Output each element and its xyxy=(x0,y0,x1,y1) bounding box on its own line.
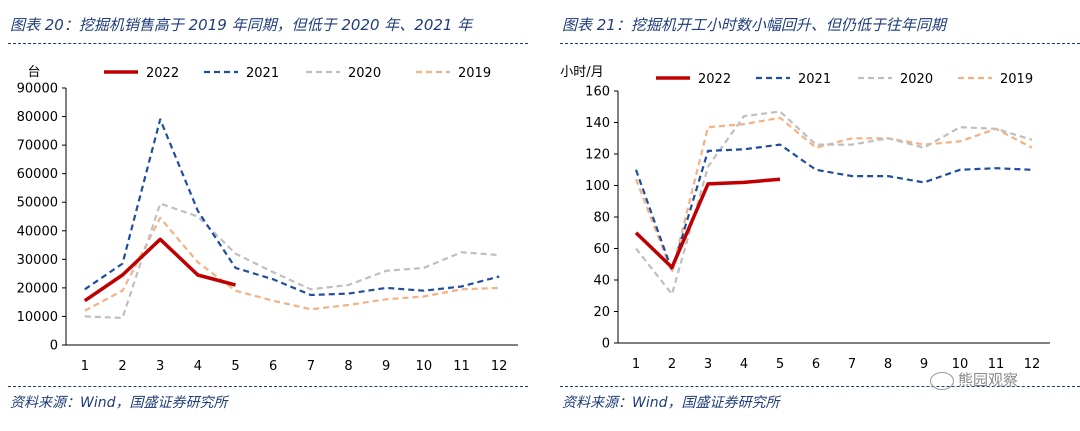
series-line-2020 xyxy=(635,110,1033,296)
chart-title: 图表 20：挖掘机销售高于 2019 年同期，但低于 2020 年、2021 年 xyxy=(10,16,473,34)
wechat-icon xyxy=(930,371,954,390)
divider xyxy=(560,386,1080,387)
y-tick-label: 60000 xyxy=(17,167,58,182)
divider xyxy=(8,386,528,387)
x-tick-label: 9 xyxy=(920,357,928,372)
y-tick-label: 80000 xyxy=(17,110,58,125)
x-tick-label: 11 xyxy=(988,357,1005,372)
x-tick-label: 8 xyxy=(884,357,892,372)
x-tick-label: 12 xyxy=(1024,357,1041,372)
x-tick-label: 10 xyxy=(416,359,433,374)
divider xyxy=(8,43,528,44)
legend-label-2021: 2021 xyxy=(798,72,831,87)
divider xyxy=(560,43,1080,44)
series-line-2022 xyxy=(83,237,236,303)
y-tick-label: 100 xyxy=(585,179,610,194)
chart-panel-hours: 图表 21：挖掘机开工小时数小幅回升、但仍低于往年同期 小时/月 0 20 40 60 8… xyxy=(560,0,1080,431)
x-tick-label: 7 xyxy=(848,357,856,372)
x-tick-label: 10 xyxy=(952,357,969,372)
x-tick-label: 6 xyxy=(269,359,277,374)
y-tick-label: 160 xyxy=(585,85,610,100)
y-tick-label: 120 xyxy=(585,148,610,163)
x-tick-label: 5 xyxy=(231,359,239,374)
y-tick-label: 20 xyxy=(593,305,610,320)
x-tick-label: 4 xyxy=(194,359,202,374)
x-tick-label: 3 xyxy=(156,359,164,374)
x-tick-label: 8 xyxy=(344,359,352,374)
legend-label-2019: 2019 xyxy=(458,66,491,81)
x-tick-label: 1 xyxy=(81,359,89,374)
y-tick-label: 20000 xyxy=(17,281,58,296)
y-tick-label: 90000 xyxy=(17,82,58,97)
y-tick-label: 80 xyxy=(593,211,610,226)
legend-label-2022: 2022 xyxy=(698,72,731,87)
chart-panel-sales: 图表 20：挖掘机销售高于 2019 年同期，但低于 2020 年、2021 年… xyxy=(8,0,533,431)
x-tick-label: 12 xyxy=(491,359,508,374)
y-tick-label: 70000 xyxy=(17,139,58,154)
y-tick-label: 30000 xyxy=(17,253,58,268)
y-tick-label: 10000 xyxy=(17,310,58,325)
series-line-2022 xyxy=(634,177,781,270)
x-tick-label: 3 xyxy=(704,357,712,372)
sales-line-chart: 台 0 10000 20000 30000 40000 50000 60000 70000 800… xyxy=(17,65,518,374)
series-line-2019 xyxy=(634,116,1033,274)
y-axis-label: 台 xyxy=(27,65,40,80)
chart-title: 图表 21：挖掘机开工小时数小幅回升、但仍低于往年同期 xyxy=(562,16,946,34)
y-tick-label: 0 xyxy=(602,337,610,352)
series-line-2021 xyxy=(634,143,1033,272)
legend-label-2022: 2022 xyxy=(146,66,179,81)
x-tick-label: 11 xyxy=(453,359,470,374)
y-tick-label: 140 xyxy=(585,116,610,131)
legend-label-2020: 2020 xyxy=(900,72,933,87)
x-tick-label: 5 xyxy=(776,357,784,372)
legend-label-2019: 2019 xyxy=(1000,72,1033,87)
x-tick-label: 6 xyxy=(812,357,820,372)
legend-label-2020: 2020 xyxy=(348,66,381,81)
y-tick-label: 40000 xyxy=(17,224,58,239)
watermark: 熊园观察 xyxy=(930,369,1018,390)
series-line-2019 xyxy=(84,216,500,312)
watermark-text: 熊园观察 xyxy=(958,371,1019,389)
x-tick-label: 2 xyxy=(118,359,126,374)
y-tick-label: 60 xyxy=(593,242,610,257)
x-tick-label: 7 xyxy=(307,359,315,374)
y-tick-label: 0 xyxy=(50,339,58,354)
legend-label-2021: 2021 xyxy=(246,66,279,81)
source-note: 资料来源：Wind，国盛证券研究所 xyxy=(10,395,228,411)
series-line-2021 xyxy=(84,118,500,297)
x-tick-label: 9 xyxy=(382,359,390,374)
x-tick-label: 1 xyxy=(632,357,640,372)
series-line-2020 xyxy=(84,202,500,319)
y-axis-label: 小时/月 xyxy=(560,65,603,80)
source-note: 资料来源：Wind，国盛证券研究所 xyxy=(562,395,780,411)
x-tick-label: 4 xyxy=(740,357,748,372)
y-tick-label: 50000 xyxy=(17,196,58,211)
x-tick-label: 2 xyxy=(668,357,676,372)
y-tick-label: 40 xyxy=(593,274,610,289)
